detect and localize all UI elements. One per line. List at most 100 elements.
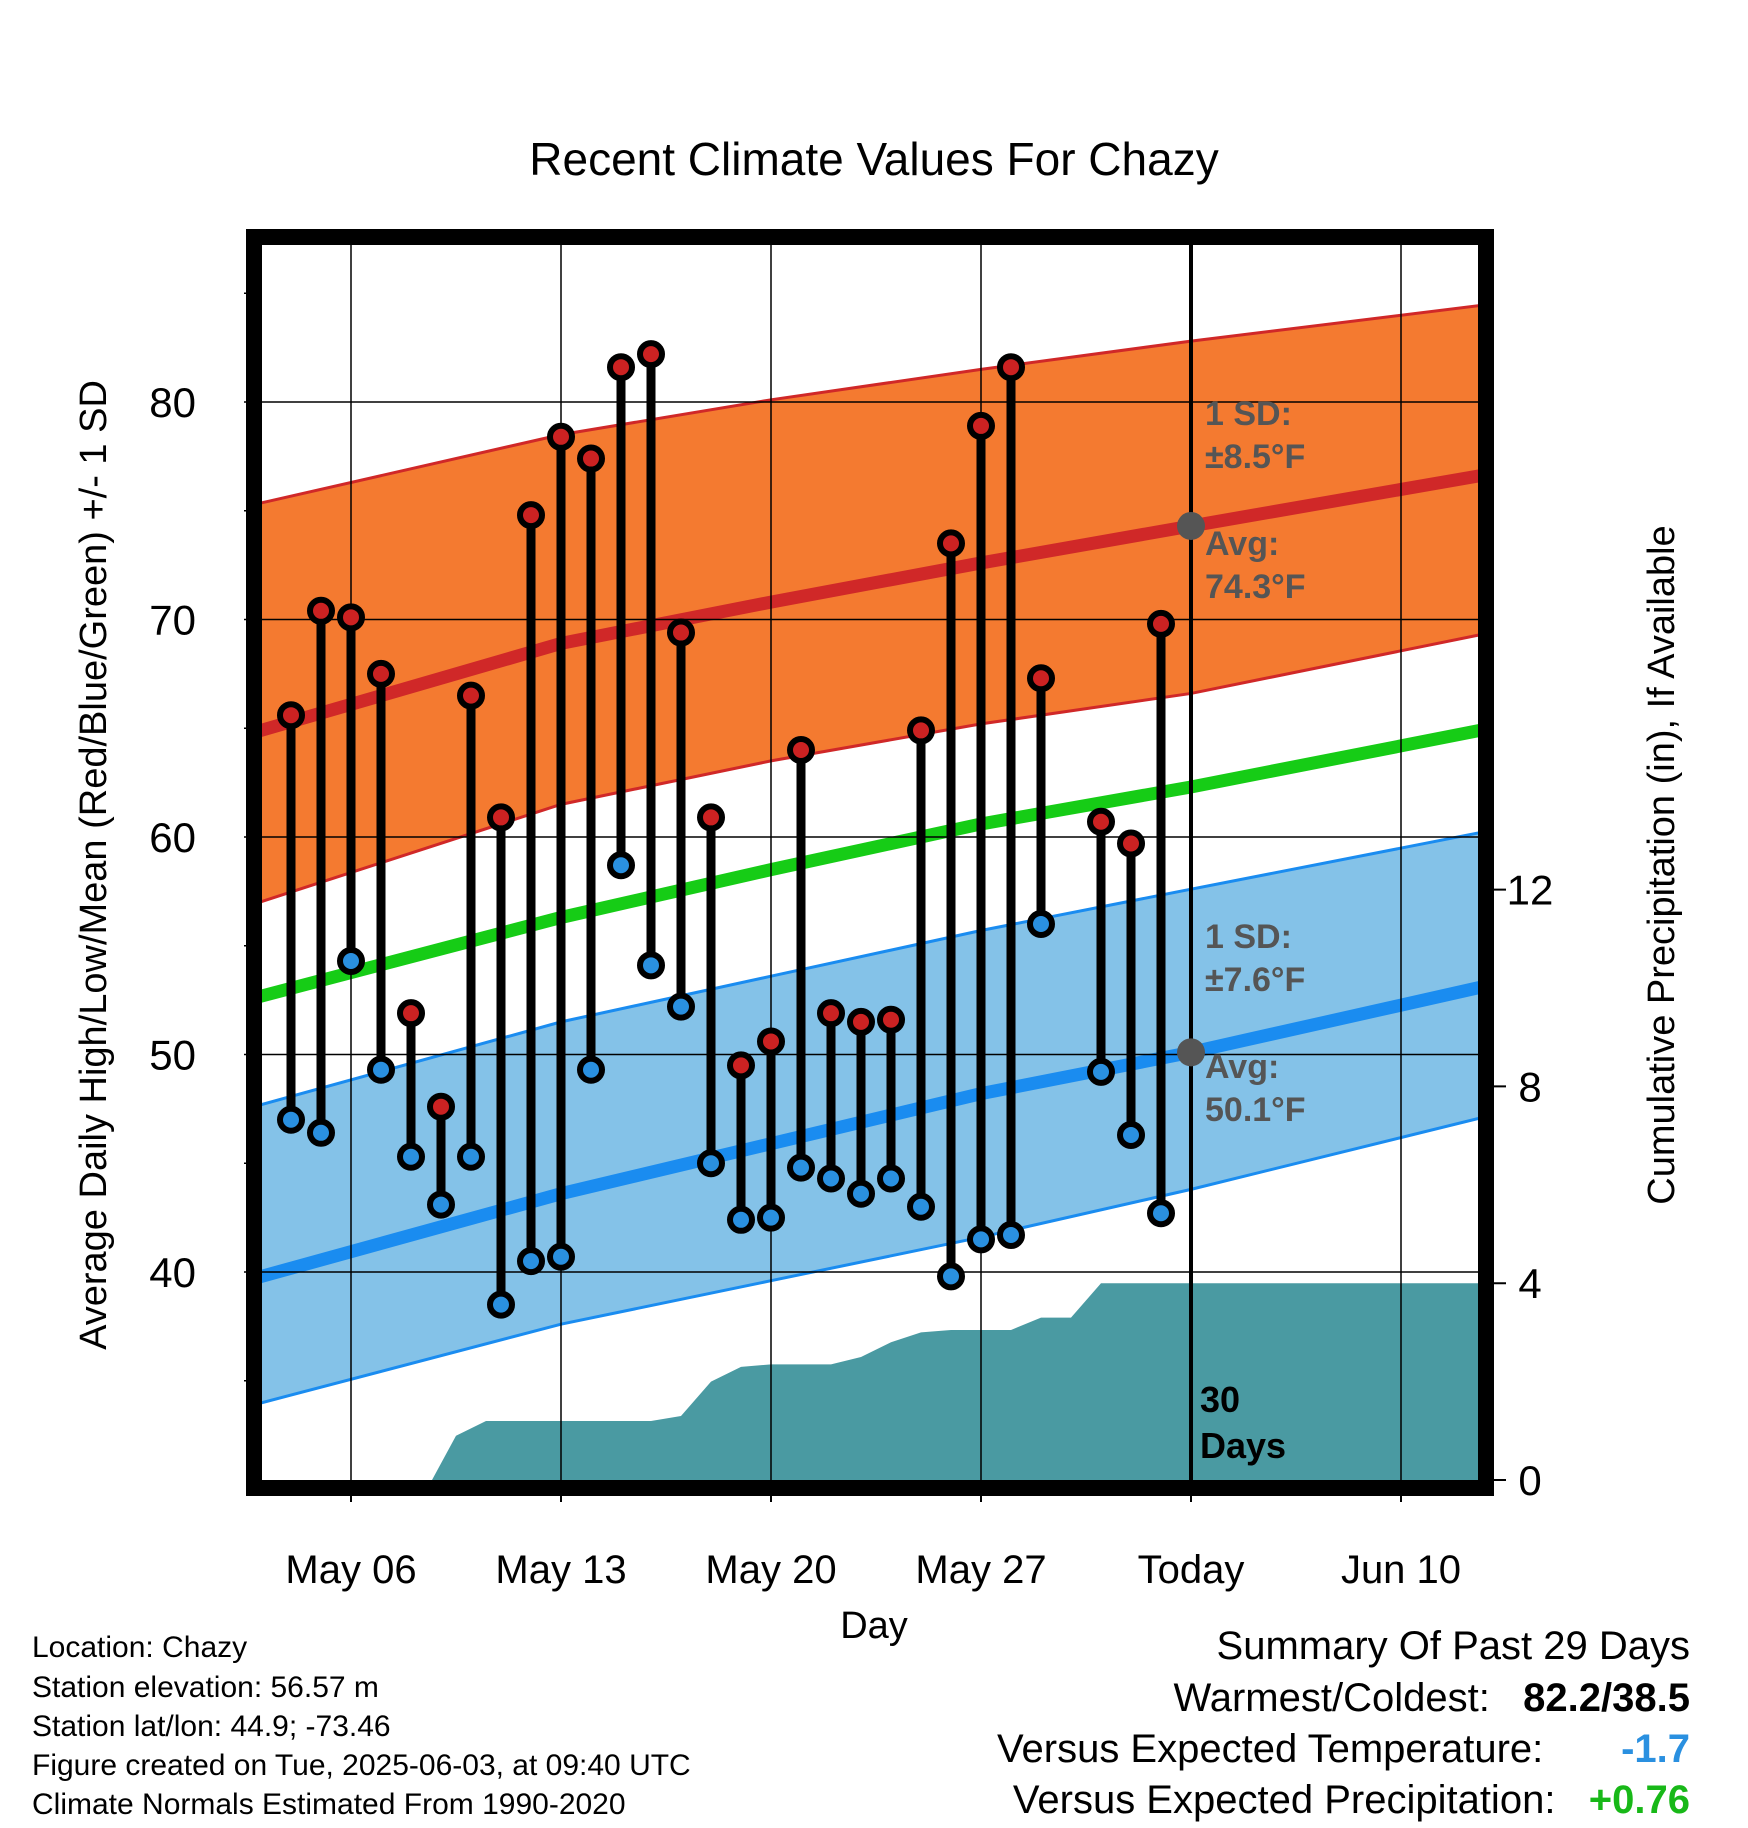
high-avg-label: Avg: [1205,525,1279,563]
low-point [907,1192,935,1221]
low-point [877,1164,905,1193]
low-point [667,992,695,1021]
y-right-tick-label: 0 [1518,1457,1541,1504]
y-tick-label: 50 [149,1032,196,1079]
mean-avg-line [262,724,1478,1003]
summary-temp: Versus Expected Temperature: -1.7 [997,1729,1690,1769]
y-axis-label-left: Average Daily High/Low/Mean (Red/Blue/Gr… [73,380,115,1350]
low-point [637,951,665,980]
summary-warmest: Warmest/Coldest: 82.2/38.5 [1173,1678,1690,1718]
high-point [577,444,605,473]
low-point [967,1225,995,1254]
location-text: Location: Chazy [32,1631,248,1664]
y-tick-label: 40 [149,1249,196,1296]
x-tick-label: May 27 [915,1548,1046,1592]
y-right-tick-label: 4 [1518,1260,1541,1307]
x-axis-label: Day [840,1605,908,1647]
high-point [637,340,665,369]
low-point [307,1118,335,1147]
high-point [1147,609,1175,638]
high-point [307,596,335,625]
y-tick-label: 70 [149,597,196,644]
high-point [397,999,425,1028]
today-days-label: 30 [1200,1379,1240,1420]
normals-text: Climate Normals Estimated From 1990-2020 [32,1788,626,1821]
y-tick-label: 80 [149,379,196,426]
high-point [817,999,845,1028]
high-sd-band-upper-edge [262,304,1478,505]
high-point [907,716,935,745]
high-point [787,736,815,764]
temp-label: Versus Expected Temperature: [997,1727,1544,1771]
precip-label: Versus Expected Precipitation: [1012,1778,1556,1822]
created-text: Figure created on Tue, 2025-06-03, at 09… [32,1749,691,1782]
plot-frame [246,229,1494,1496]
high-point [367,659,395,688]
low-point [577,1055,605,1084]
x-tick-label: May 13 [495,1548,626,1592]
precip-value: +0.76 [1588,1778,1690,1822]
high-point [487,803,515,832]
low-sd-value: ±7.6°F [1205,961,1305,999]
y-right-tick-label: 8 [1518,1063,1541,1110]
low-point [817,1164,845,1193]
low-point [787,1153,815,1182]
high-point [1117,829,1145,858]
low-point [1147,1199,1175,1228]
high-sd-label: 1 SD: [1205,395,1292,433]
low-point [397,1142,425,1171]
low-point [757,1203,785,1232]
chart-title: Recent Climate Values For Chazy [529,133,1218,185]
high-point [847,1007,875,1036]
high-point [997,353,1025,382]
low-point [1027,910,1055,938]
precip-area [432,1283,1478,1480]
temp-value: -1.7 [1621,1727,1690,1771]
low-avg-value: 50.1°F [1205,1091,1306,1129]
low-point [1087,1057,1115,1086]
high-point [277,701,305,730]
high-sd-band [262,305,1478,902]
today-high-avg-marker [1177,511,1205,540]
low-point [427,1190,455,1219]
today-low-avg-marker [1177,1038,1205,1067]
low-point [547,1242,575,1271]
high-point [517,501,545,530]
summary-precip: Versus Expected Precipitation: +0.76 [1013,1780,1690,1820]
high-point [547,422,575,451]
low-point [937,1262,965,1291]
high-point [427,1092,455,1121]
low-point [727,1205,755,1234]
x-tick-label: May 20 [705,1548,836,1592]
warmest-value: 82.2/38.5 [1523,1676,1690,1720]
low-avg-line [262,981,1478,1284]
low-point [367,1055,395,1084]
plot-inner: 1 SD: ±8.5°F Avg: 74.3°F 1 SD: ±7.6°F Avg: 50.1… [262,245,1478,1480]
high-point [937,529,965,558]
low-sd-band-upper-edge [262,831,1478,1107]
low-point [697,1149,725,1178]
low-sd-band-lower-edge [262,1117,1478,1405]
today-days-label: Days [1200,1425,1286,1466]
low-point [607,851,635,880]
high-point [457,681,485,710]
low-avg-label: Avg: [1205,1048,1279,1086]
high-point [667,618,695,647]
low-point [517,1247,545,1276]
high-point [697,803,725,832]
warmest-label: Warmest/Coldest: [1173,1676,1490,1720]
low-point [457,1142,485,1171]
low-sd-label: 1 SD: [1205,918,1292,956]
high-sd-value: ±8.5°F [1205,438,1305,476]
high-point [727,1051,755,1080]
high-point [877,1005,905,1034]
high-point [967,411,995,440]
y-tick-label: 60 [149,814,196,861]
y-right-tick-label: 12 [1507,867,1554,914]
high-point [337,603,365,632]
high-avg-line [262,469,1478,737]
high-point [1027,664,1055,693]
summary-title: Summary Of Past 29 Days [1216,1624,1690,1668]
low-point [847,1179,875,1208]
